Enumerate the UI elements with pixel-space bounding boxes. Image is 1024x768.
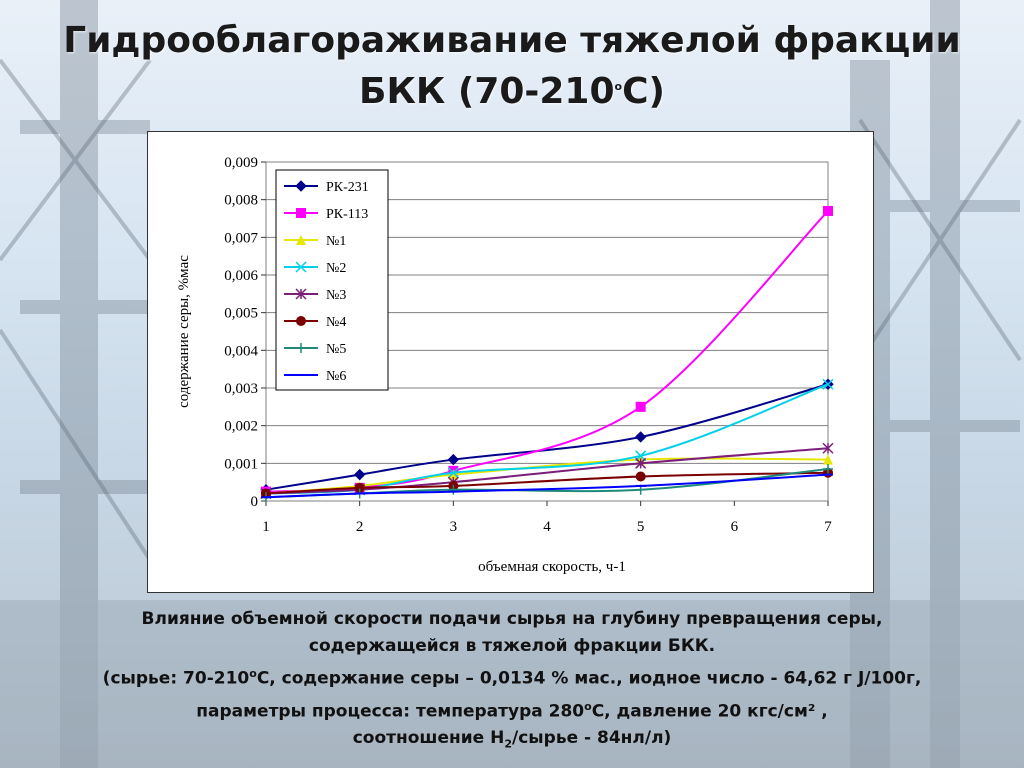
chart-panel: 0 0,001 0,002 0,003 0,004 0,005 0,006 0,007 0,00… bbox=[147, 131, 874, 593]
data-point-series-3 bbox=[448, 469, 459, 480]
legend-marker bbox=[296, 343, 306, 353]
data-point-series-7 bbox=[823, 463, 833, 474]
legend-label: РК-113 bbox=[326, 207, 368, 222]
sulfur-content-line-chart: 0 0,001 0,002 0,003 0,004 0,005 0,006 0,007 0,00… bbox=[176, 155, 834, 575]
data-point-series-4 bbox=[447, 467, 459, 479]
legend-label: №2 bbox=[326, 261, 346, 276]
caption-line-4: параметры процесса: температура 280оС, д… bbox=[196, 699, 828, 722]
y-tick-label: 0,008 bbox=[224, 193, 258, 209]
y-tick-label: 0,009 bbox=[224, 155, 258, 171]
y-tick-label: 0,007 bbox=[224, 230, 258, 246]
y-tick-label: 0,004 bbox=[224, 343, 258, 359]
x-tick-label: 7 bbox=[824, 519, 832, 535]
data-point-series-1 bbox=[447, 453, 460, 466]
chart-caption: Влияние объемной скорости подачи сырья н… bbox=[0, 606, 1024, 758]
legend-label: РК-231 bbox=[326, 180, 369, 195]
y-tick-label: 0 bbox=[251, 494, 259, 510]
x-tick-label: 6 bbox=[731, 519, 739, 535]
legend-label: №4 bbox=[326, 315, 346, 330]
legend-marker bbox=[296, 208, 306, 218]
y-tick-label: 0,003 bbox=[224, 381, 258, 397]
data-point-series-6 bbox=[635, 471, 646, 482]
data-point-series-5 bbox=[822, 442, 834, 454]
legend-label: №3 bbox=[326, 288, 346, 303]
series-line-6 bbox=[265, 471, 829, 495]
legend-label: №6 bbox=[326, 369, 346, 384]
x-tick-label: 5 bbox=[637, 519, 645, 535]
y-tick-label: 0,005 bbox=[224, 306, 258, 322]
series-line-3 bbox=[265, 457, 829, 495]
data-point-series-3 bbox=[823, 454, 833, 465]
caption-line-3: (сырье: 70-210оС, содержание серы – 0,01… bbox=[102, 667, 922, 689]
data-point-series-4 bbox=[822, 378, 834, 390]
data-point-series-5 bbox=[635, 457, 647, 469]
y-tick-label: 0,002 bbox=[224, 419, 258, 435]
data-point-series-1 bbox=[634, 431, 647, 443]
data-point-series-1 bbox=[353, 468, 366, 481]
series-line-8 bbox=[265, 473, 829, 499]
data-point-series-2 bbox=[823, 205, 833, 216]
legend-marker bbox=[296, 316, 306, 326]
series-line-1 bbox=[265, 383, 829, 491]
x-tick-label: 3 bbox=[450, 519, 458, 535]
caption-line-2: содержащейся в тяжелой фракции БКК. bbox=[308, 636, 716, 656]
title-line-1: Гидрооблагораживание тяжелой фракции bbox=[63, 20, 961, 61]
title-line-2: БКК (70-210оС) bbox=[359, 71, 665, 112]
caption-line-1: Влияние объемной скорости подачи сырья н… bbox=[141, 609, 883, 629]
y-tick-label: 0,006 bbox=[224, 268, 258, 284]
x-axis-label: объемная скорость, ч-1 bbox=[478, 559, 626, 575]
data-point-series-6 bbox=[354, 482, 365, 493]
y-axis-label: содержание серы, %мас bbox=[176, 255, 192, 408]
legend-label: №1 bbox=[326, 234, 346, 249]
data-point-series-2 bbox=[635, 401, 646, 412]
data-point-series-7 bbox=[448, 484, 459, 495]
legend-marker bbox=[296, 235, 306, 245]
page-title: Гидрооблагораживание тяжелой фракции БКК… bbox=[0, 18, 1024, 115]
y-tick-label: 0,001 bbox=[224, 456, 258, 472]
x-tick-label: 4 bbox=[543, 519, 551, 535]
legend-label: №5 bbox=[326, 342, 346, 357]
legend-marker bbox=[295, 261, 307, 273]
caption-line-5: соотношение H2/сырье - 84нл/л) bbox=[352, 728, 672, 751]
legend-marker bbox=[295, 288, 307, 300]
legend-marker bbox=[295, 180, 307, 192]
legend-box bbox=[275, 169, 389, 391]
series-line-5 bbox=[265, 447, 829, 495]
x-tick-label: 2 bbox=[356, 519, 364, 535]
x-tick-label: 1 bbox=[262, 519, 270, 535]
